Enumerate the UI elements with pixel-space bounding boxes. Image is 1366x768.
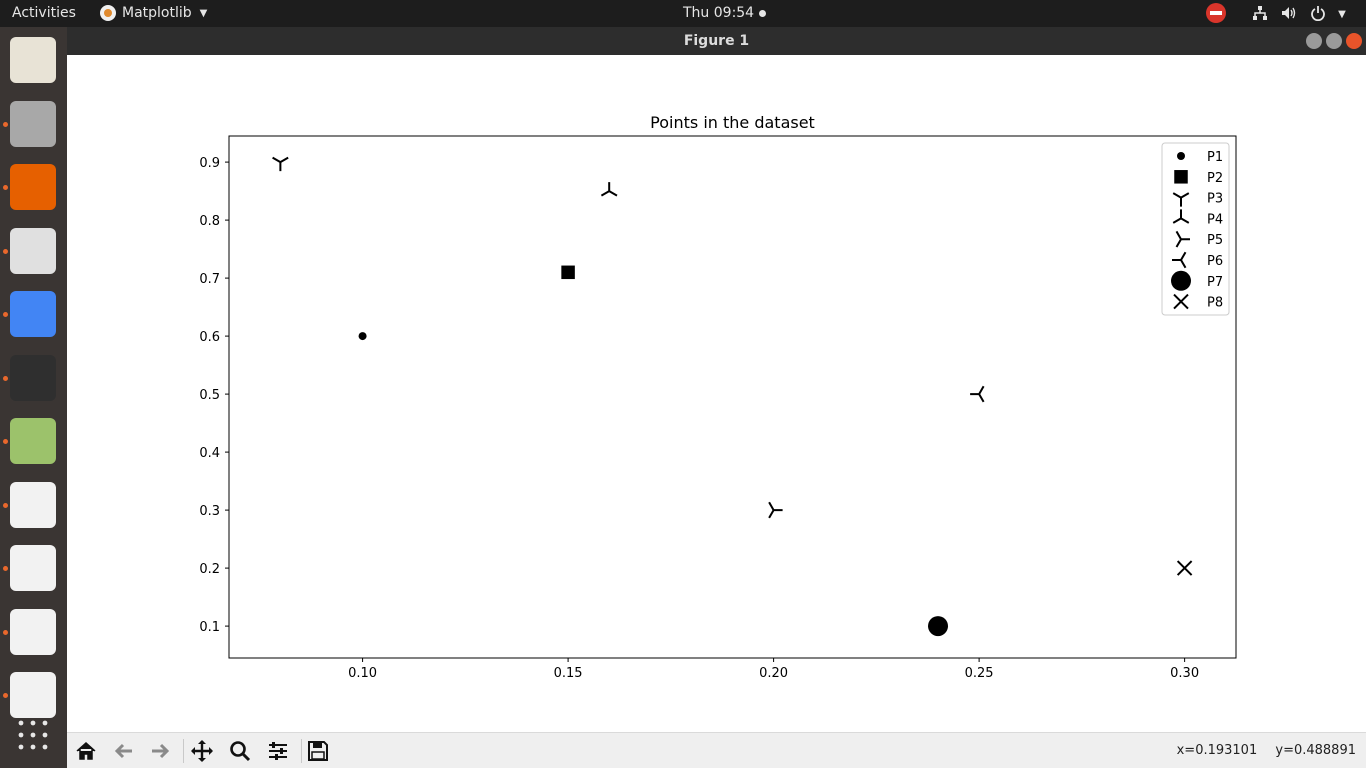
y-tick-label: 0.2 xyxy=(199,562,220,577)
window-title: Figure 1 xyxy=(683,33,750,49)
notification-dot-icon xyxy=(759,9,767,17)
running-indicator xyxy=(3,502,8,508)
python-script-icon[interactable] xyxy=(10,672,56,718)
x-tick-label: 0.15 xyxy=(554,666,583,681)
chrome-icon[interactable] xyxy=(10,291,56,337)
data-point-p3 xyxy=(272,156,289,172)
top-bar: Activities Matplotlib ▼ Thu 09:54 ▼ xyxy=(0,0,1366,27)
data-point-p1 xyxy=(358,332,367,341)
pan-icon[interactable] xyxy=(189,738,215,764)
legend-label: P6 xyxy=(1207,254,1223,269)
x-tick-label: 0.20 xyxy=(759,666,788,681)
window-title-bar[interactable]: Figure 1 xyxy=(67,27,1366,55)
data-point-p8 xyxy=(1176,560,1193,576)
legend-label: P4 xyxy=(1207,212,1223,227)
forward-icon[interactable] xyxy=(147,738,173,764)
app-menu[interactable]: Matplotlib ▼ xyxy=(100,5,207,21)
cursor-y-readout: y=0.488891 xyxy=(1275,743,1356,758)
clock[interactable]: Thu 09:54 xyxy=(683,5,767,21)
legend-label: P8 xyxy=(1207,296,1223,311)
legend-marker-p5 xyxy=(1175,230,1190,248)
running-indicator xyxy=(3,185,8,190)
terminal-icon[interactable] xyxy=(10,354,56,401)
do-not-disturb-icon[interactable] xyxy=(1206,3,1226,23)
dock xyxy=(0,27,67,768)
image-viewer-icon[interactable] xyxy=(10,418,56,464)
y-tick-label: 0.9 xyxy=(199,156,220,171)
show-applications-icon[interactable] xyxy=(17,719,49,751)
y-tick-label: 0.4 xyxy=(199,446,220,461)
minimize-button[interactable] xyxy=(1306,33,1322,49)
x-tick-label: 0.25 xyxy=(965,666,994,681)
running-indicator xyxy=(3,693,8,698)
text-editor-icon[interactable] xyxy=(10,37,56,83)
figure-canvas[interactable]: Points in the dataset 0.10 0.15 0.20 0.25 0.3… xyxy=(67,55,1366,732)
legend-label: P2 xyxy=(1207,171,1223,186)
app-menu-label: Matplotlib xyxy=(122,5,192,21)
firefox-icon[interactable] xyxy=(10,164,56,210)
back-icon[interactable] xyxy=(111,738,137,764)
y-tick-label: 0.5 xyxy=(199,388,220,403)
data-point-p7 xyxy=(928,616,949,637)
python-script-icon[interactable] xyxy=(10,608,56,655)
python-script-icon[interactable] xyxy=(10,545,56,591)
zoom-icon[interactable] xyxy=(227,738,253,764)
running-indicator xyxy=(3,248,8,254)
cursor-coordinates: x=0.193101 y=0.488891 xyxy=(1163,743,1356,758)
network-icon xyxy=(1251,4,1269,22)
x-tick-label: 0.10 xyxy=(348,666,377,681)
activities-button[interactable]: Activities xyxy=(12,5,76,21)
y-tick-label: 0.7 xyxy=(199,272,220,287)
clock-label: Thu 09:54 xyxy=(683,5,755,21)
files-icon[interactable] xyxy=(10,100,56,147)
close-button[interactable] xyxy=(1346,33,1362,49)
y-tick-label: 0.3 xyxy=(199,504,220,519)
legend-marker-p7 xyxy=(1171,270,1191,291)
legend-label: P1 xyxy=(1207,150,1223,165)
running-indicator xyxy=(3,312,8,317)
legend-marker-p1 xyxy=(1177,152,1185,160)
legend-label: P5 xyxy=(1207,233,1223,248)
volume-icon xyxy=(1280,4,1298,22)
legend-marker-p6 xyxy=(1172,251,1187,269)
axes-frame xyxy=(228,135,1237,659)
configure-icon[interactable] xyxy=(265,738,291,764)
data-point-p5 xyxy=(768,501,783,519)
toolbar-separator xyxy=(183,739,184,763)
legend-marker-p3 xyxy=(1172,192,1190,207)
y-tick-label: 0.6 xyxy=(199,330,220,345)
matplotlib-toolbar: x=0.193101 y=0.488891 xyxy=(67,732,1366,768)
matplotlib-icon xyxy=(100,5,116,21)
python-script-icon[interactable] xyxy=(10,481,56,528)
data-point-p2 xyxy=(561,265,575,280)
caret-down-icon: ▼ xyxy=(1338,8,1346,20)
caret-down-icon: ▼ xyxy=(199,7,208,19)
running-indicator xyxy=(3,375,8,381)
document-viewer-icon[interactable] xyxy=(10,227,56,274)
running-indicator xyxy=(3,439,8,444)
cursor-x-readout: x=0.193101 xyxy=(1176,743,1258,758)
y-tick-label: 0.8 xyxy=(199,214,220,229)
running-indicator xyxy=(3,566,8,571)
power-icon xyxy=(1309,4,1327,22)
data-point-p6 xyxy=(970,385,985,403)
toolbar-separator xyxy=(301,739,302,763)
scatter-plot[interactable]: Points in the dataset 0.10 0.15 0.20 0.25 0.3… xyxy=(67,55,1366,732)
legend-marker-p4 xyxy=(1172,209,1190,224)
running-indicator xyxy=(3,629,8,635)
y-tick-label: 0.1 xyxy=(199,620,220,635)
legend-marker-p2 xyxy=(1174,170,1188,184)
maximize-button[interactable] xyxy=(1326,33,1342,49)
x-tick-label: 0.30 xyxy=(1170,666,1199,681)
legend-label: P7 xyxy=(1207,275,1223,290)
system-tray[interactable]: ▼ xyxy=(1196,0,1366,27)
home-icon[interactable] xyxy=(73,738,99,764)
running-indicator xyxy=(3,121,8,127)
chart-title: Points in the dataset xyxy=(650,113,815,132)
save-icon[interactable] xyxy=(305,738,331,764)
legend-marker-p8 xyxy=(1173,293,1189,310)
legend-label: P3 xyxy=(1207,192,1223,207)
data-point-p4 xyxy=(600,182,618,197)
